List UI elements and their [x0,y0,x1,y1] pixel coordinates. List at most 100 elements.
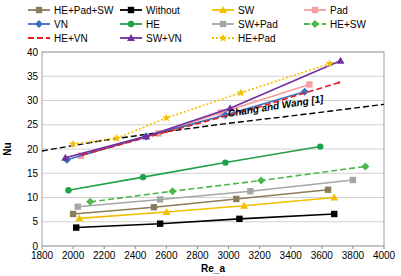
y-tick-label: 30 [27,95,39,106]
legend-marker [36,7,42,13]
data-point [236,216,242,222]
data-point [350,177,356,183]
series-line [68,147,320,191]
legend-label: VN [54,19,68,30]
x-tick-label: 3600 [311,250,334,261]
data-point [73,224,79,230]
data-point [157,220,163,226]
x-tick-label: 3400 [280,250,303,261]
grid-line [42,149,384,150]
data-point [75,214,83,221]
series-line [82,83,339,155]
data-point [247,188,253,194]
legend-entry: HE+Pad [212,33,276,44]
legend-marker [127,34,135,41]
data-point [361,162,369,170]
legend-marker [219,34,228,42]
legend-label: HE+Pad+SW [54,5,114,16]
legend-label: Without [146,5,180,16]
y-tick-label: 10 [27,192,39,203]
data-point [240,202,248,209]
legend-label: HE [146,19,160,30]
data-point [169,187,177,195]
legend-marker [35,20,43,28]
legend-label: HE+VN [54,33,88,44]
background [0,0,401,276]
y-tick-label: 40 [27,47,39,58]
legend-marker [220,21,226,27]
data-point [69,140,78,148]
legend-entry: SW+Pad [212,19,278,30]
x-tick-label: 1800 [31,250,54,261]
data-point [162,208,170,215]
legend-marker [311,20,319,28]
legend-marker [128,21,134,27]
legend-label: SW+Pad [238,19,278,30]
x-tick-label: 2400 [124,250,147,261]
data-point [331,211,337,217]
legend-entry: VN [28,19,68,30]
y-tick-label: 15 [27,168,39,179]
data-point [257,177,265,185]
legend-entry: SW+VN [120,33,182,44]
legend-label: SW [238,5,255,16]
x-tick-label: 2000 [62,250,85,261]
data-point [336,57,344,64]
grid-line [42,173,384,174]
data-point [140,174,146,180]
data-point [162,113,171,121]
x-tick-label: 3200 [249,250,272,261]
grid-line [42,221,384,222]
legend-marker [312,7,318,13]
data-point [151,204,157,210]
data-point [325,187,331,193]
grid-line [42,76,384,77]
data-point [222,159,228,165]
data-point [75,204,81,210]
data-point [165,131,167,133]
legend-label: HE+Pad [238,33,276,44]
legend-label: HE+SW [330,19,366,30]
series-line [90,166,365,201]
y-tick-label: 35 [27,71,39,82]
legend-entry: Without [120,5,180,16]
y-axis-title: Nu [2,142,13,155]
x-axis-title: Re_a [201,263,225,274]
data-point [233,196,239,202]
x-tick-label: 4000 [373,250,396,261]
plot-data [42,57,384,231]
data-point [61,154,69,161]
x-tick-label: 2600 [155,250,178,261]
data-point [306,81,312,87]
legend-entry: HE+VN [28,33,88,44]
chart: 0510152025303540180020002200240026002800… [0,0,401,276]
legend-marker [128,7,134,13]
series-line [42,104,384,151]
legend-entry: Pad [304,5,348,16]
x-tick-label: 2200 [93,250,116,261]
data-point [338,81,340,83]
grid-line [42,100,384,101]
data-point [86,198,94,206]
data-point [65,187,71,193]
data-point [157,196,163,202]
y-tick-label: 20 [27,144,39,155]
legend-label: SW+VN [146,33,182,44]
legend-marker [219,6,227,13]
legend-label: Pad [330,5,348,16]
legend-swatch [28,37,50,39]
x-tick-label: 3800 [342,250,365,261]
correlation-label: Chang and Wang [1] [227,93,325,119]
y-tick-label: 5 [32,216,38,227]
data-point [70,211,76,217]
data-point [330,194,338,201]
series-line [79,198,334,219]
y-tick-label: 25 [27,119,39,130]
legend-entry: HE [120,19,160,30]
data-point [237,88,246,96]
plot-frame [42,52,384,246]
x-tick-label: 3000 [217,250,240,261]
series-line [78,180,353,207]
data-point [142,132,150,139]
legend-entry: HE+Pad+SW [28,5,114,16]
